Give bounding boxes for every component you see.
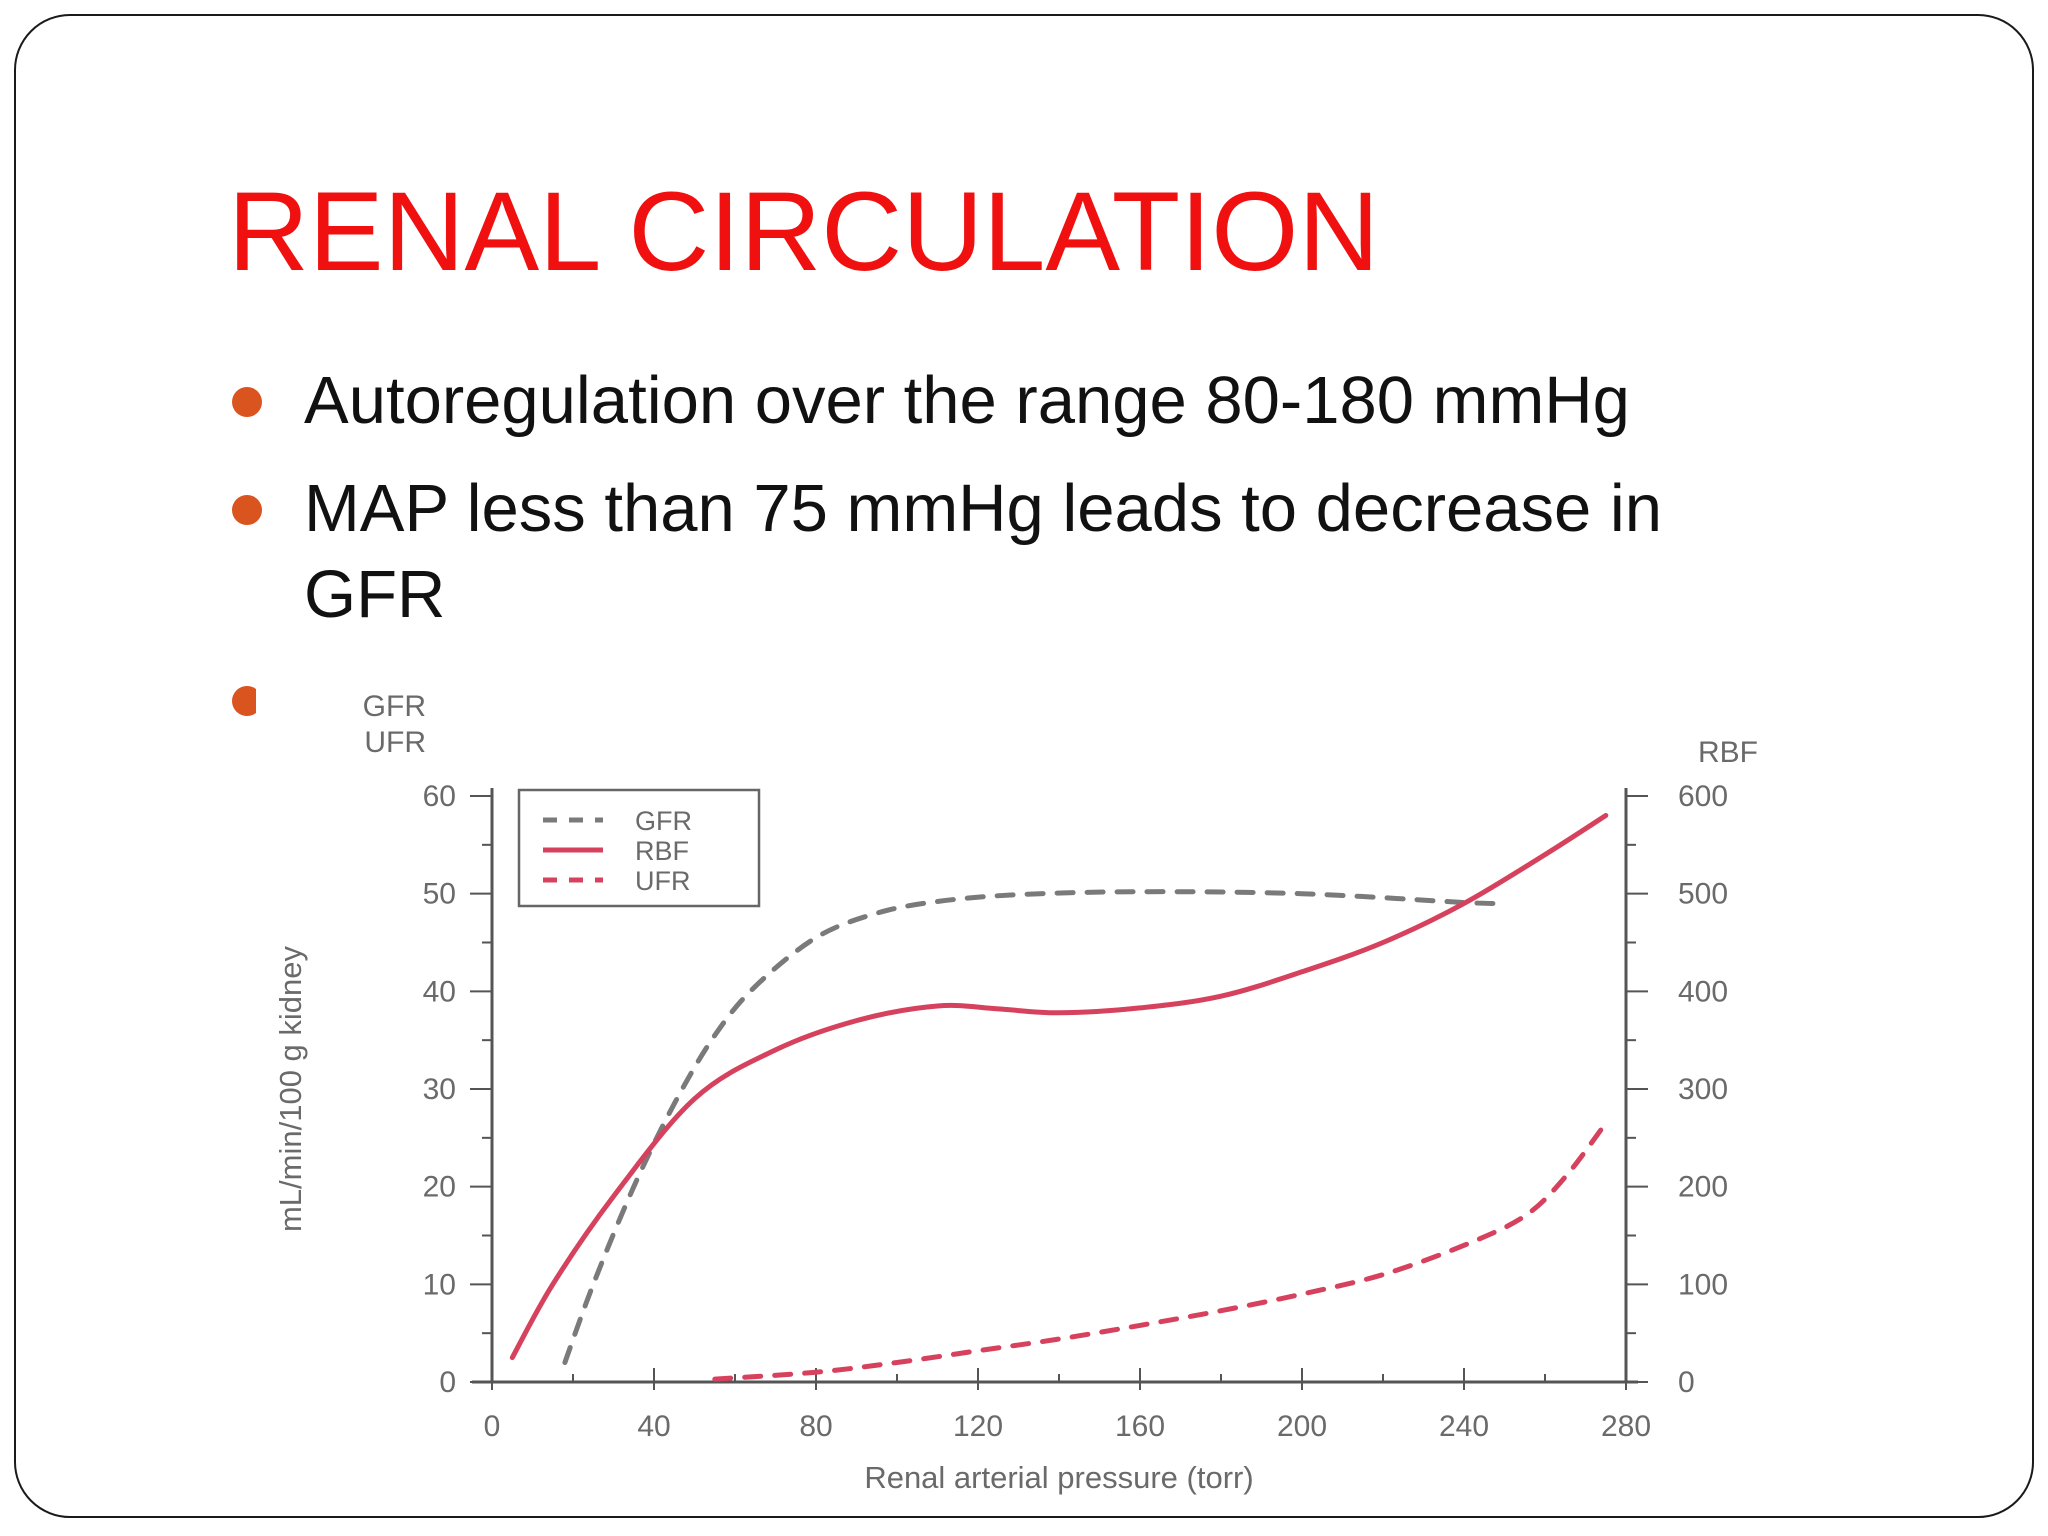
series-gfr-line xyxy=(562,889,1507,1365)
y2-tick-label: 500 xyxy=(1678,878,1728,911)
bullet-dot xyxy=(232,495,262,525)
y2-tick-label: 300 xyxy=(1678,1073,1728,1106)
slide-title: RENAL CIRCULATION xyxy=(228,169,1380,294)
x-tick-label: 80 xyxy=(799,1410,832,1443)
bullet-item: MAP less than 75 mmHg leads to decrease … xyxy=(232,464,1882,644)
left-axis-title: UFR xyxy=(364,726,426,759)
x-tick-label: 120 xyxy=(953,1410,1003,1443)
left-axis-title: GFR xyxy=(363,690,426,723)
y-tick-label: 0 xyxy=(439,1366,456,1399)
y-tick-label: 40 xyxy=(423,975,456,1008)
x-axis-title: Renal arterial pressure (torr) xyxy=(864,1460,1253,1495)
y-tick-label: 20 xyxy=(423,1171,456,1204)
y2-tick-label: 0 xyxy=(1678,1366,1695,1399)
x-tick-label: 280 xyxy=(1601,1410,1651,1443)
legend-label-rbf: RBF xyxy=(635,836,689,866)
series-layer xyxy=(509,813,1609,1382)
series-rbf-line xyxy=(509,813,1609,1361)
y-tick-label: 50 xyxy=(423,878,456,911)
y-tick-label: 30 xyxy=(423,1073,456,1106)
bullet-text: MAP less than 75 mmHg leads to decrease … xyxy=(304,471,1663,546)
x-tick-label: 240 xyxy=(1439,1410,1489,1443)
y2-tick-label: 200 xyxy=(1678,1171,1728,1204)
bullet-dot xyxy=(232,387,262,417)
y2-tick-label: 400 xyxy=(1678,975,1728,1008)
bullet-item: Autoregulation over the range 80-180 mmH… xyxy=(232,356,1882,446)
bullet-text: Autoregulation over the range 80-180 mmH… xyxy=(304,363,1630,438)
x-tick-label: 40 xyxy=(637,1410,670,1443)
x-tick-label: 0 xyxy=(484,1410,501,1443)
renal-chart: GFR RBF UFR 0 10 20 30 40 50 60 0 100 200 300 400 500 6… xyxy=(256,672,1808,1512)
y-tick-label: 10 xyxy=(423,1268,456,1301)
x-tick-label: 160 xyxy=(1115,1410,1165,1443)
y-axis-title: mL/min/100 g kidney xyxy=(273,945,308,1232)
right-axis-title: RBF xyxy=(1698,736,1758,769)
axes xyxy=(470,788,1648,1390)
y2-tick-label: 600 xyxy=(1678,780,1728,813)
x-tick-label: 200 xyxy=(1277,1410,1327,1443)
series-ufr-line xyxy=(712,1120,1609,1382)
legend-label-ufr: UFR xyxy=(635,866,691,896)
legend-label-gfr: GFR xyxy=(635,806,692,836)
bullet-text-continuation: GFR xyxy=(304,557,446,632)
y-tick-label: 60 xyxy=(423,780,456,813)
y2-tick-label: 100 xyxy=(1678,1268,1728,1301)
